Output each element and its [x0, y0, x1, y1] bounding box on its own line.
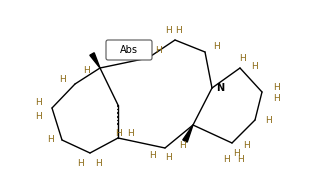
Polygon shape [90, 53, 100, 68]
Text: H: H [266, 116, 272, 125]
Text: H: H [150, 151, 156, 160]
Text: H: H [76, 159, 84, 168]
Text: H: H [137, 42, 143, 50]
Polygon shape [183, 125, 193, 142]
Text: H: H [243, 140, 249, 149]
Text: H: H [35, 97, 41, 107]
Text: H: H [155, 45, 161, 54]
Text: H: H [236, 154, 244, 163]
Text: H: H [239, 53, 245, 62]
Text: H: H [47, 136, 53, 145]
Text: H: H [127, 130, 133, 139]
FancyBboxPatch shape [106, 40, 152, 60]
Text: H: H [251, 62, 257, 70]
Text: H: H [214, 42, 220, 50]
Text: N: N [216, 83, 224, 93]
Text: H: H [166, 25, 172, 34]
Text: H: H [166, 154, 172, 163]
Text: H: H [180, 140, 186, 149]
Text: H: H [176, 25, 182, 34]
Text: H: H [95, 159, 101, 168]
Text: H: H [115, 128, 121, 137]
Text: Abs: Abs [120, 45, 138, 55]
Text: H: H [273, 82, 279, 91]
Text: H: H [83, 65, 89, 74]
Text: H: H [224, 154, 230, 163]
Text: H: H [60, 74, 66, 84]
Text: H: H [35, 111, 41, 120]
Text: H: H [273, 94, 279, 102]
Text: H: H [234, 148, 240, 157]
